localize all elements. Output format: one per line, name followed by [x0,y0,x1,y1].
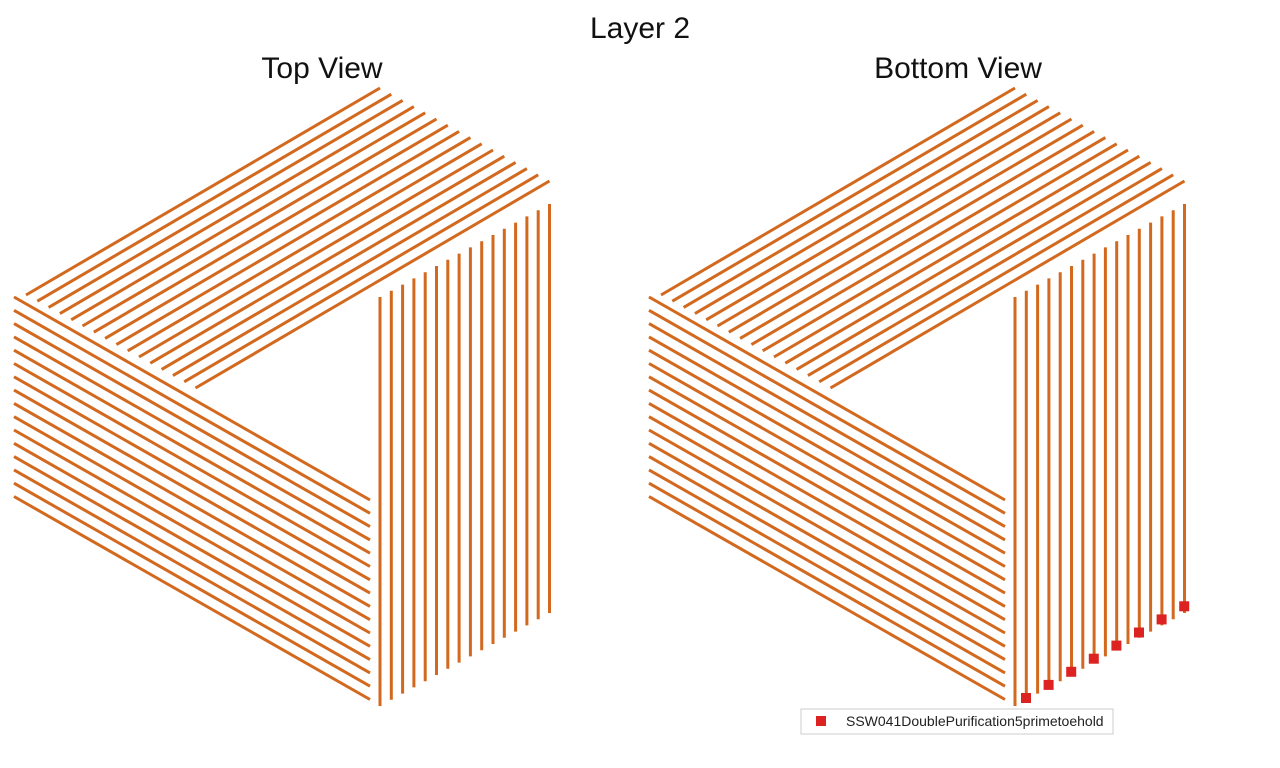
upper-strand [47,99,404,309]
strand-end-marker [1134,627,1144,638]
upper-strand [660,86,1016,297]
bottom-view-markers [1021,601,1190,703]
upper-strand [807,167,1163,377]
strand-end-marker [1066,666,1077,677]
strand-end-marker [1043,679,1054,690]
left-strand [648,322,1006,528]
upper-strand [705,111,1061,322]
left-strand [13,308,371,515]
upper-strand [784,154,1141,365]
top-view-title: Top View [261,52,383,85]
upper-strand [716,117,1073,328]
upper-strand [160,161,517,371]
left-strand [13,322,371,528]
left-strand [648,388,1006,595]
left-strand [13,481,371,688]
upper-strand [149,154,506,365]
upper-strand [750,136,1107,346]
left-strand [648,481,1006,688]
strand-end-marker [1179,601,1190,612]
upper-strand [59,105,415,315]
legend-box [800,708,1114,735]
left-strand [13,468,371,675]
upper-strand [671,92,1028,303]
left-strand [13,441,371,648]
left-strand [648,295,1006,502]
upper-strand [728,123,1084,334]
left-strand [13,348,371,555]
upper-strand [739,130,1095,340]
legend-label: SSW041DoublePurification5primetoehold [846,713,1104,729]
left-strand [648,415,1006,622]
strand-end-marker [1156,614,1167,625]
left-strand [648,402,1006,608]
left-strand [648,362,1006,568]
upper-strand [829,179,1186,390]
figure-title: Layer 2 [590,12,690,45]
upper-strand [773,148,1129,359]
top-view-strands [13,86,551,706]
left-strand [13,455,371,661]
upper-strand [682,99,1039,309]
left-strand [648,308,1006,515]
upper-strand [93,123,449,334]
left-strand [648,495,1006,701]
left-strand [13,495,371,701]
left-strand [648,468,1006,675]
upper-strand [694,105,1050,315]
upper-strand [183,173,539,384]
left-strand [648,428,1006,635]
upper-strand [126,142,483,353]
legend-marker-swatch [816,716,826,726]
strand-end-marker [1021,693,1031,703]
upper-strand [115,136,472,346]
upper-strand [104,130,460,340]
left-strand [13,428,371,635]
upper-strand [818,173,1174,384]
left-strand [648,348,1006,555]
upper-strand [194,179,551,390]
upper-strand [36,92,393,303]
upper-strand [761,142,1118,353]
left-strand [648,441,1006,648]
upper-strand [172,167,528,377]
left-strand [648,335,1006,542]
strand-end-marker [1088,653,1099,664]
upper-strand [25,86,381,297]
bottom-view-strands [648,86,1186,706]
left-strand [648,455,1006,661]
upper-strand [138,148,494,359]
left-strand [13,375,371,582]
upper-strand [70,111,426,322]
legend: SSW041DoublePurification5primetoehold [800,708,1114,735]
left-strand [13,362,371,568]
upper-strand [795,161,1152,371]
left-strand [13,295,371,502]
left-strand [13,402,371,608]
left-strand [13,415,371,622]
left-strand [13,335,371,542]
bottom-view-title: Bottom View [874,52,1042,85]
upper-strand [81,117,438,328]
strand-end-marker [1111,640,1122,651]
left-strand [13,388,371,595]
left-strand [648,375,1006,582]
